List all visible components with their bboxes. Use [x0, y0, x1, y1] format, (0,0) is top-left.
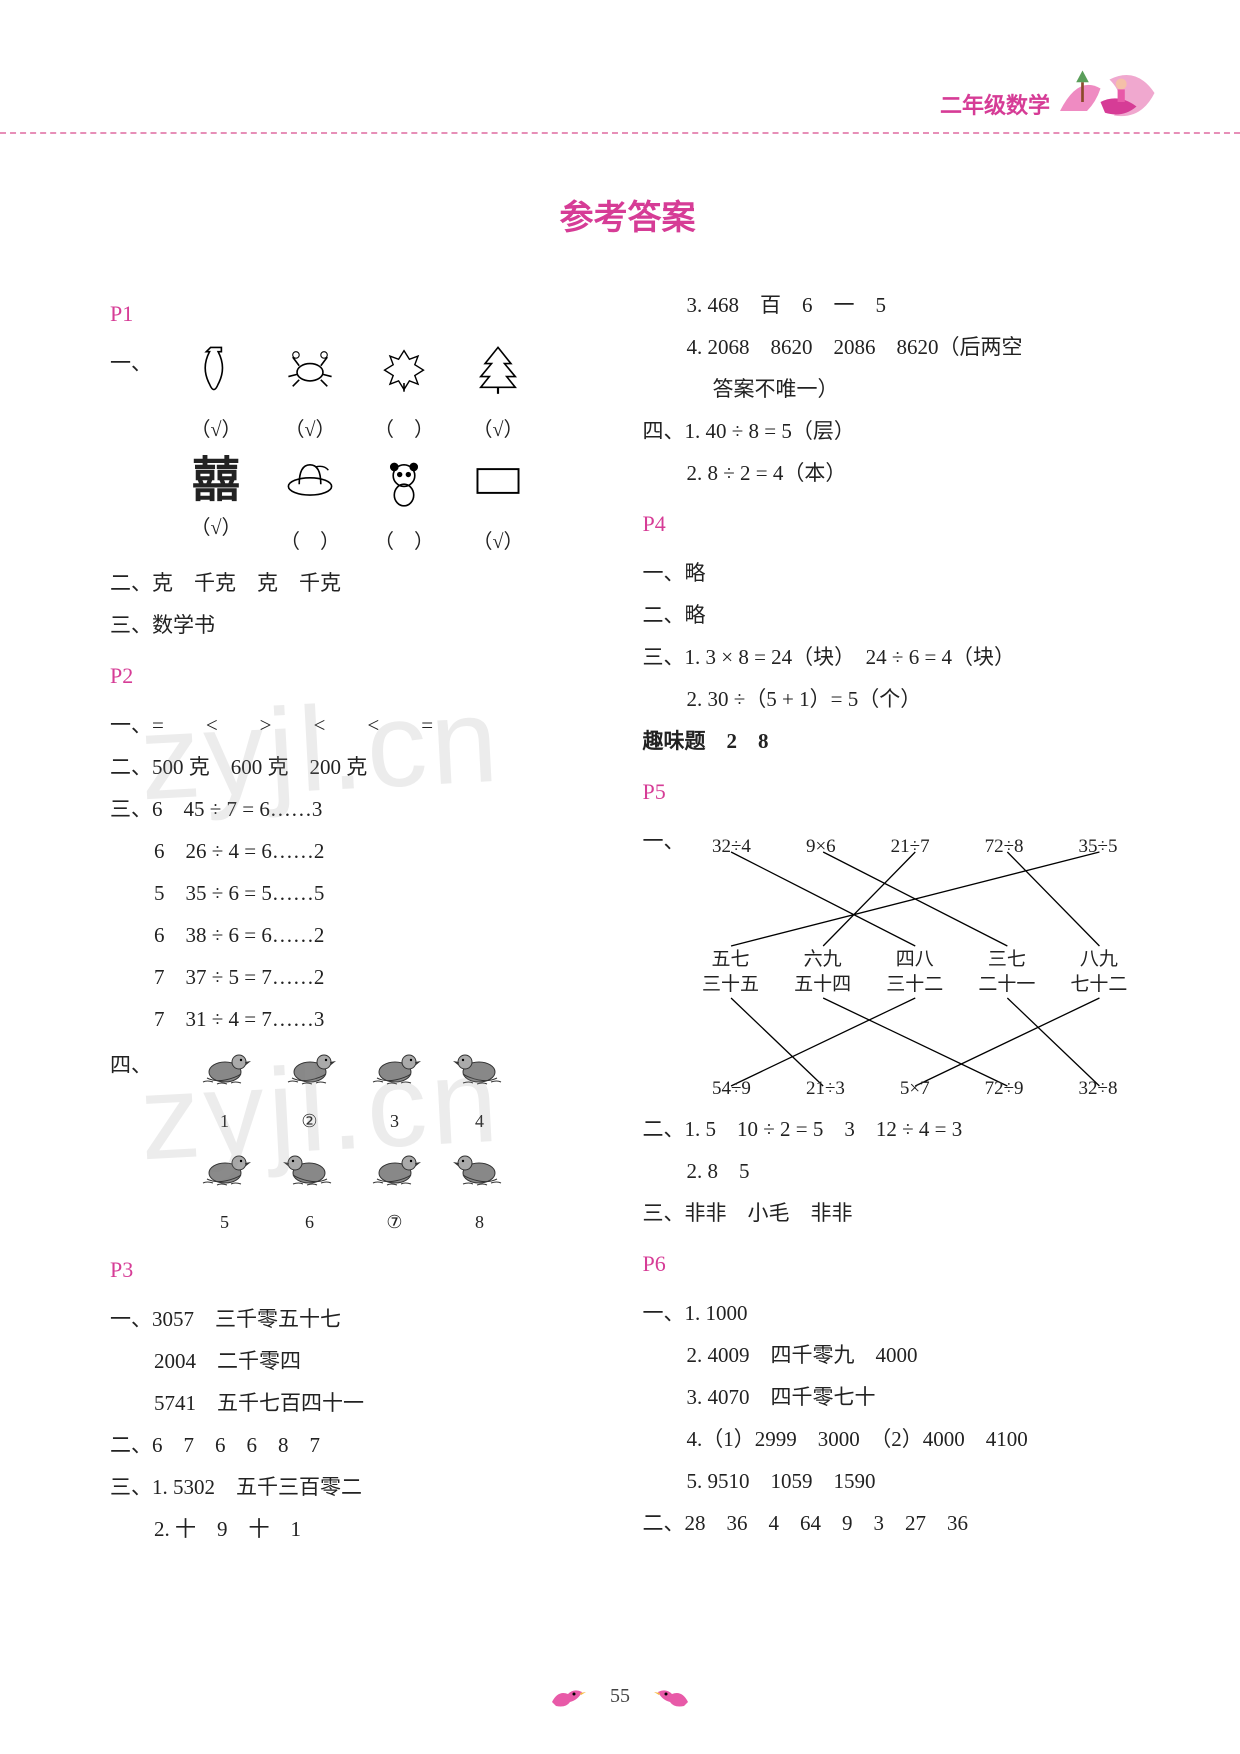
bird-right-icon	[652, 1682, 696, 1714]
check: （√）	[462, 522, 534, 562]
p2-q3-l3: 6 38 ÷ 6 = 6……2	[110, 914, 613, 956]
p1-q3: 三、数学书	[110, 604, 613, 646]
duck-1: 1	[192, 1044, 257, 1139]
icon-vase: （√）	[180, 342, 252, 450]
match-bot-item: 54÷9	[712, 1070, 751, 1108]
p3-q1-l1: 2004 二千零四	[110, 1340, 613, 1382]
match-mid-item: 四八三十二	[870, 948, 960, 997]
check: （√）	[180, 410, 252, 450]
p6-q1-l1: 2. 4009 四千零九 4000	[643, 1334, 1146, 1376]
p5-q2-l2: 2. 8 5	[643, 1150, 1146, 1192]
p1-q2: 二、克 千克 克 千克	[110, 562, 613, 604]
p4-fun: 趣味题 2 8	[643, 720, 1146, 762]
ducks-row1: 1②34	[192, 1044, 512, 1139]
match-mid-item: 六九五十四	[778, 948, 868, 997]
page-number: 55	[610, 1685, 630, 1708]
p2-q4-prefix: 四、	[110, 1044, 152, 1086]
match-top-item: 9×6	[806, 828, 836, 866]
icon-tree: （√）	[462, 342, 534, 450]
p6-q1-l3: 4.（1）2999 3000 （2）4000 4100	[643, 1418, 1146, 1460]
footer: 55	[0, 1682, 1240, 1714]
duck-6: 6	[277, 1145, 342, 1240]
match-top-item: 35÷5	[1079, 828, 1118, 866]
icon-leaf: （ ）	[368, 342, 440, 450]
p3-q3-l2: 2. 十 9 十 1	[110, 1508, 613, 1550]
p1-label: P1	[110, 292, 613, 336]
p3-q3-l3: 3. 468 百 6 一 5	[643, 284, 1146, 326]
p2-q3-l2: 5 35 ÷ 6 = 5……5	[110, 872, 613, 914]
check: （ ）	[368, 522, 440, 562]
p3-q4-l2: 2. 8 ÷ 2 = 4（本）	[643, 452, 1146, 494]
match-bot-item: 32÷8	[1079, 1070, 1118, 1108]
p5-label: P5	[643, 770, 1146, 814]
match-mid-item: 八九七十二	[1054, 948, 1144, 997]
ducks-row2: 56⑦8	[192, 1145, 512, 1240]
p3-label: P3	[110, 1248, 613, 1292]
p5-q2-head: 二、1. 5 10 ÷ 2 = 5 3 12 ÷ 4 = 3	[643, 1108, 1146, 1150]
match-top-item: 32÷4	[712, 828, 751, 866]
p6-q2: 二、28 36 4 64 9 3 27 36	[643, 1502, 1146, 1544]
p6-q1-l2: 3. 4070 四千零七十	[643, 1376, 1146, 1418]
duck-5: 5	[192, 1145, 257, 1240]
p2-q3-l1: 6 26 ÷ 4 = 6……2	[110, 830, 613, 872]
match-top-item: 21÷7	[891, 828, 930, 866]
icon-double-happiness: 囍 （√）	[180, 454, 252, 562]
surfer-illustration	[1050, 48, 1160, 138]
p4-q1: 一、略	[643, 552, 1146, 594]
p3-q4-head: 四、1. 40 ÷ 8 = 5（层）	[643, 410, 1146, 452]
p2-q2: 二、500 克 600 克 200 克	[110, 746, 613, 788]
bird-left-icon	[544, 1682, 588, 1714]
grade-label: 二年级数学	[940, 88, 1050, 120]
icon-hat: （ ）	[274, 454, 346, 562]
p2-q3-l5: 7 31 ÷ 4 = 7……3	[110, 998, 613, 1040]
p5-q3: 三、非非 小毛 非非	[643, 1192, 1146, 1234]
check: （ ）	[368, 410, 440, 450]
p4-q3-l2: 2. 30 ÷（5 + 1）= 5（个）	[643, 678, 1146, 720]
check: （ ）	[274, 522, 346, 562]
p4-label: P4	[643, 502, 1146, 546]
p1-q1-prefix: 一、	[110, 342, 152, 384]
content-columns: P1 一、 （√） （√） （ ）	[110, 284, 1145, 1550]
p4-q2: 二、略	[643, 594, 1146, 636]
match-top-item: 72÷8	[985, 828, 1024, 866]
duck-4: 4	[447, 1044, 512, 1139]
p2-q3-head: 三、6 45 ÷ 7 = 6……3	[110, 788, 613, 830]
p3-q2: 二、6 7 6 6 8 7	[110, 1424, 613, 1466]
p3-q1-head: 一、3057 三千零五十七	[110, 1298, 613, 1340]
p1-icons-row1: （√） （√） （ ） （√）	[180, 342, 534, 450]
p6-label: P6	[643, 1242, 1146, 1286]
p2-label: P2	[110, 654, 613, 698]
duck-8: 8	[447, 1145, 512, 1240]
match-mid-item: 三七二十一	[962, 948, 1052, 997]
match-bot-item: 72÷9	[985, 1070, 1024, 1108]
icon-crab: （√）	[274, 342, 346, 450]
p4-q3-head: 三、1. 3 × 8 = 24（块） 24 ÷ 6 = 4（块）	[643, 636, 1146, 678]
duck-3: 3	[362, 1044, 427, 1139]
p6-q1-l4: 5. 9510 1059 1590	[643, 1460, 1146, 1502]
check: （√）	[180, 508, 252, 548]
matching-diagram: 32÷4 9×6 21÷7 72÷8 35÷5 五七三十五六九五十四四八三十二三七二十一…	[685, 828, 1146, 1108]
left-column: P1 一、 （√） （√） （ ）	[110, 284, 613, 1550]
check: （√）	[462, 410, 534, 450]
p3-q3-l4a: 4. 2068 8620 2086 8620（后两空	[643, 326, 1146, 368]
p3-q3-head: 三、1. 5302 五千三百零二	[110, 1466, 613, 1508]
p3-q1-l2: 5741 五千七百四十一	[110, 1382, 613, 1424]
p5-q1-prefix: 一、	[643, 820, 685, 1108]
icon-rectangle: （√）	[462, 454, 534, 562]
icon-panda: （ ）	[368, 454, 440, 562]
match-mid-item: 五七三十五	[686, 948, 776, 997]
match-bot-item: 21÷3	[806, 1070, 845, 1108]
right-column: 3. 468 百 6 一 5 4. 2068 8620 2086 8620（后两…	[643, 284, 1146, 1550]
match-bot-item: 5×7	[900, 1070, 930, 1108]
p1-icons-row2: 囍 （√） （ ） （ ） （√）	[180, 454, 534, 562]
check: （√）	[274, 410, 346, 450]
duck-②: ②	[277, 1044, 342, 1139]
p6-q1-head: 一、1. 1000	[643, 1292, 1146, 1334]
p3-q3-l4b: 答案不唯一）	[643, 368, 1146, 410]
p2-q1: 一、= < > < < =	[110, 704, 613, 746]
page-title: 参考答案	[110, 190, 1145, 239]
duck-⑦: ⑦	[362, 1145, 427, 1240]
p2-q3-l4: 7 37 ÷ 5 = 7……2	[110, 956, 613, 998]
